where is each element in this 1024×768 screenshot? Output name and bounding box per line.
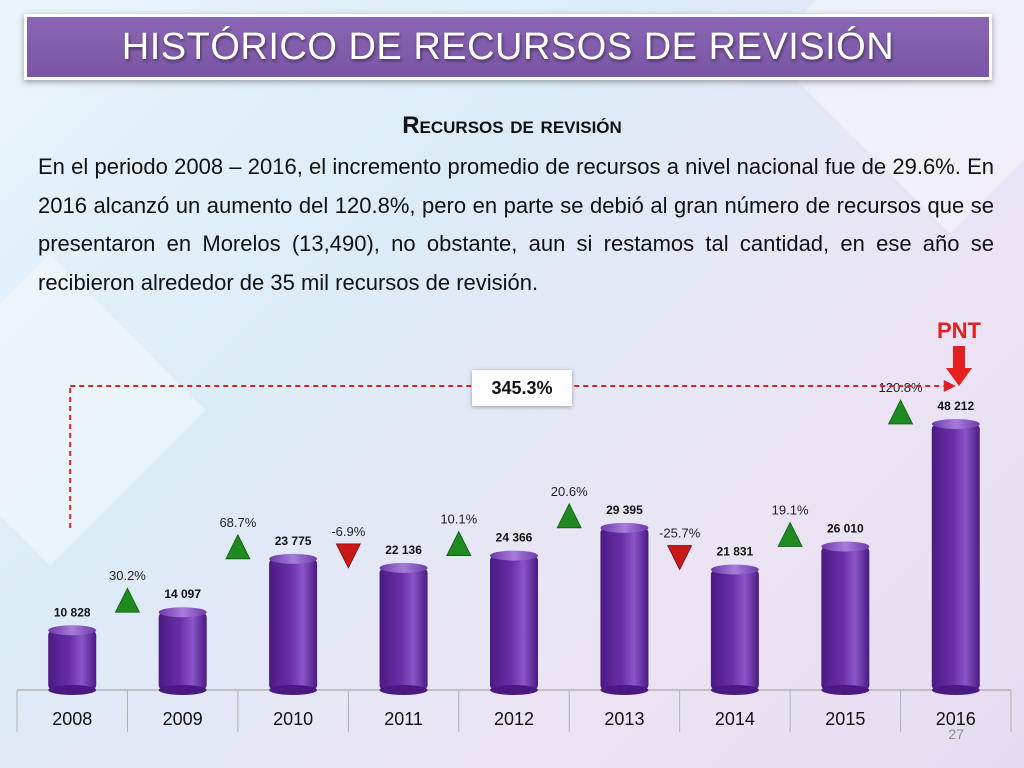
total-change-badge: 345.3% — [472, 370, 572, 406]
tick-label: 2015 — [825, 709, 865, 729]
tick-label: 2012 — [494, 709, 534, 729]
slide-title: HISTÓRICO DE RECURSOS DE REVISIÓN — [121, 25, 895, 68]
bar-base — [379, 685, 428, 695]
change-up-icon — [556, 502, 582, 529]
bar-cap — [600, 522, 649, 533]
pnt-label: PNT — [937, 318, 981, 343]
bar — [269, 558, 318, 690]
value-label: 48 212 — [937, 399, 974, 413]
bar — [490, 555, 538, 690]
value-label: 29 395 — [606, 503, 643, 517]
value-label: 21 831 — [717, 545, 754, 559]
bar — [821, 546, 870, 690]
bar-base — [821, 685, 870, 695]
value-label: 26 010 — [827, 521, 864, 535]
page-number: 27 — [948, 726, 964, 742]
bar — [158, 612, 207, 690]
change-label: 10.1% — [440, 512, 477, 527]
tick-label: 2011 — [384, 709, 423, 729]
value-label: 24 366 — [496, 531, 533, 545]
change-label: 120.8% — [879, 380, 924, 395]
bar-base — [490, 685, 538, 695]
bar — [600, 527, 649, 690]
bar-cap — [710, 564, 759, 575]
bar-cap — [269, 553, 318, 564]
change-label: 30.2% — [109, 568, 146, 583]
bar — [379, 567, 428, 690]
change-up-icon — [114, 587, 141, 613]
pnt-arrow-icon — [946, 346, 972, 386]
change-label: 19.1% — [772, 502, 809, 517]
change-up-icon — [225, 533, 251, 560]
bar-base — [931, 685, 980, 695]
bar-base — [158, 685, 207, 695]
change-down-icon — [335, 543, 361, 569]
tick-label: 2014 — [715, 709, 755, 729]
tick-label: 2016 — [936, 709, 976, 729]
change-up-icon — [777, 521, 803, 547]
tick-label: 2013 — [604, 709, 644, 729]
bar-base — [48, 685, 97, 695]
bar-cap — [821, 541, 870, 552]
bar-base — [710, 685, 759, 695]
bar-cap — [490, 550, 538, 561]
change-up-icon — [446, 530, 472, 556]
change-label: 68.7% — [219, 515, 256, 530]
title-bar: HISTÓRICO DE RECURSOS DE REVISIÓN — [24, 14, 992, 80]
growth-arrow-icon — [943, 380, 956, 392]
tick-label: 2010 — [273, 709, 313, 729]
slide-subtitle: Recursos de revisión — [402, 112, 622, 139]
bar-cap — [158, 607, 207, 618]
summary-paragraph: En el periodo 2008 – 2016, el incremento… — [38, 154, 994, 295]
tick-label: 2009 — [163, 709, 203, 729]
change-up-icon — [887, 399, 914, 425]
bar-base — [269, 685, 318, 695]
tick-label: 2008 — [52, 709, 92, 729]
change-label: -25.7% — [659, 526, 701, 541]
bar-cap — [379, 562, 428, 573]
value-label: 22 136 — [385, 543, 422, 557]
change-label: 20.6% — [551, 484, 588, 499]
bar — [48, 630, 97, 690]
change-label: -6.9% — [331, 524, 365, 539]
bar-cap — [48, 625, 97, 636]
value-label: 10 828 — [54, 605, 91, 619]
value-label: 14 097 — [164, 587, 201, 601]
change-down-icon — [667, 545, 693, 571]
bar-cap — [931, 419, 980, 429]
bar-base — [600, 685, 649, 695]
bar — [710, 569, 759, 690]
bar — [931, 424, 980, 690]
value-label: 23 775 — [275, 534, 312, 548]
